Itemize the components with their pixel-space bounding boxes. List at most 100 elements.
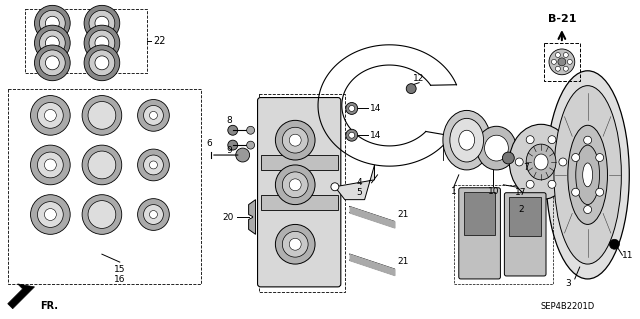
Ellipse shape <box>228 125 237 135</box>
Text: B-21: B-21 <box>548 14 576 24</box>
Ellipse shape <box>82 145 122 185</box>
Ellipse shape <box>596 153 604 161</box>
Ellipse shape <box>548 136 556 144</box>
Ellipse shape <box>282 231 308 257</box>
Ellipse shape <box>236 148 250 162</box>
Text: 6: 6 <box>206 139 212 148</box>
Text: 7: 7 <box>524 163 529 173</box>
FancyBboxPatch shape <box>257 98 341 287</box>
Ellipse shape <box>95 36 109 50</box>
Text: 12: 12 <box>413 74 425 83</box>
Ellipse shape <box>526 144 556 180</box>
Ellipse shape <box>546 71 629 279</box>
Ellipse shape <box>82 195 122 234</box>
Ellipse shape <box>35 45 70 81</box>
Ellipse shape <box>150 161 157 169</box>
Ellipse shape <box>509 124 573 200</box>
Ellipse shape <box>150 211 157 219</box>
Bar <box>454 185 553 284</box>
Ellipse shape <box>38 152 63 178</box>
Bar <box>260 195 338 210</box>
Ellipse shape <box>450 118 484 162</box>
Ellipse shape <box>552 59 556 64</box>
Ellipse shape <box>526 180 534 188</box>
Text: 14: 14 <box>369 131 381 140</box>
Ellipse shape <box>558 58 566 66</box>
Ellipse shape <box>526 136 534 144</box>
Text: FR.: FR. <box>40 301 58 311</box>
Bar <box>544 43 580 81</box>
Ellipse shape <box>82 96 122 135</box>
Ellipse shape <box>609 239 620 249</box>
Ellipse shape <box>44 209 56 220</box>
Ellipse shape <box>559 158 567 166</box>
Ellipse shape <box>563 66 568 71</box>
Ellipse shape <box>246 126 255 134</box>
Ellipse shape <box>289 134 301 146</box>
FancyBboxPatch shape <box>509 197 541 236</box>
Ellipse shape <box>346 102 358 115</box>
Ellipse shape <box>515 158 524 166</box>
Ellipse shape <box>289 179 301 191</box>
Text: SEP4B2201D: SEP4B2201D <box>541 302 595 311</box>
Bar <box>260 155 338 170</box>
Text: 1: 1 <box>451 187 457 196</box>
Ellipse shape <box>31 145 70 185</box>
Text: 15: 15 <box>114 264 125 273</box>
Ellipse shape <box>45 16 60 30</box>
Ellipse shape <box>246 141 255 149</box>
Ellipse shape <box>502 152 515 164</box>
Ellipse shape <box>138 149 170 181</box>
Ellipse shape <box>275 120 315 160</box>
Ellipse shape <box>84 5 120 41</box>
Ellipse shape <box>596 188 604 196</box>
Ellipse shape <box>349 106 355 111</box>
Ellipse shape <box>289 238 301 250</box>
Polygon shape <box>8 284 35 309</box>
Ellipse shape <box>484 135 508 161</box>
Ellipse shape <box>584 136 591 144</box>
Text: 8: 8 <box>226 116 232 125</box>
Text: 17: 17 <box>515 188 526 197</box>
Ellipse shape <box>548 180 556 188</box>
Text: 16: 16 <box>114 275 125 285</box>
Ellipse shape <box>88 101 116 129</box>
Text: 3: 3 <box>565 279 571 288</box>
Ellipse shape <box>282 127 308 153</box>
Ellipse shape <box>346 129 358 141</box>
Ellipse shape <box>275 225 315 264</box>
Ellipse shape <box>35 25 70 61</box>
Text: 14: 14 <box>369 104 381 113</box>
Ellipse shape <box>40 50 65 76</box>
Ellipse shape <box>45 36 60 50</box>
Ellipse shape <box>89 10 115 36</box>
Ellipse shape <box>584 205 591 213</box>
Ellipse shape <box>282 172 308 198</box>
Ellipse shape <box>572 188 580 196</box>
Ellipse shape <box>459 130 475 150</box>
Ellipse shape <box>45 56 60 70</box>
Ellipse shape <box>549 49 575 75</box>
Polygon shape <box>335 165 374 200</box>
Polygon shape <box>248 200 255 234</box>
Ellipse shape <box>44 159 56 171</box>
Ellipse shape <box>228 140 237 150</box>
Text: 21: 21 <box>397 210 409 219</box>
Text: 5: 5 <box>356 188 362 197</box>
Ellipse shape <box>568 125 607 225</box>
Ellipse shape <box>38 202 63 227</box>
Ellipse shape <box>563 53 568 57</box>
Ellipse shape <box>556 53 561 57</box>
Ellipse shape <box>443 110 490 170</box>
Ellipse shape <box>349 132 355 138</box>
Ellipse shape <box>40 10 65 36</box>
Ellipse shape <box>572 153 580 161</box>
Ellipse shape <box>582 163 593 187</box>
FancyBboxPatch shape <box>504 193 546 276</box>
Ellipse shape <box>576 145 600 204</box>
Ellipse shape <box>556 66 561 71</box>
FancyBboxPatch shape <box>459 188 500 279</box>
FancyBboxPatch shape <box>464 192 495 235</box>
Ellipse shape <box>84 25 120 61</box>
Text: 9: 9 <box>226 145 232 155</box>
